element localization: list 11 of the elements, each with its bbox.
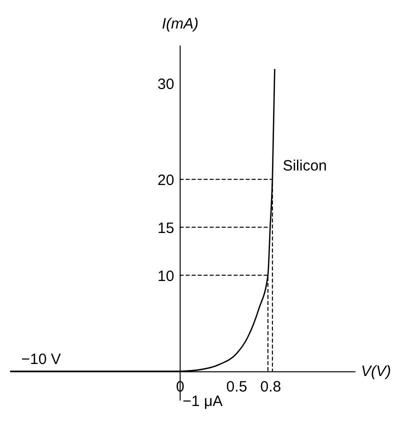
x-axis-title: V(V)	[361, 363, 392, 380]
y-tick-label: 20	[157, 172, 174, 189]
y-tick-label: 10	[157, 268, 174, 285]
y-tick-label: 30	[157, 76, 174, 93]
series-label: Silicon	[282, 158, 327, 175]
x-tick-label: 0.8	[260, 378, 282, 396]
annotation: −10 V	[21, 351, 61, 368]
y-tick-label: 15	[157, 220, 174, 237]
annotation: −1 μA	[182, 393, 223, 410]
x-tick-label: 0.5	[226, 378, 248, 396]
y-axis-title: I(mA)	[162, 16, 199, 32]
